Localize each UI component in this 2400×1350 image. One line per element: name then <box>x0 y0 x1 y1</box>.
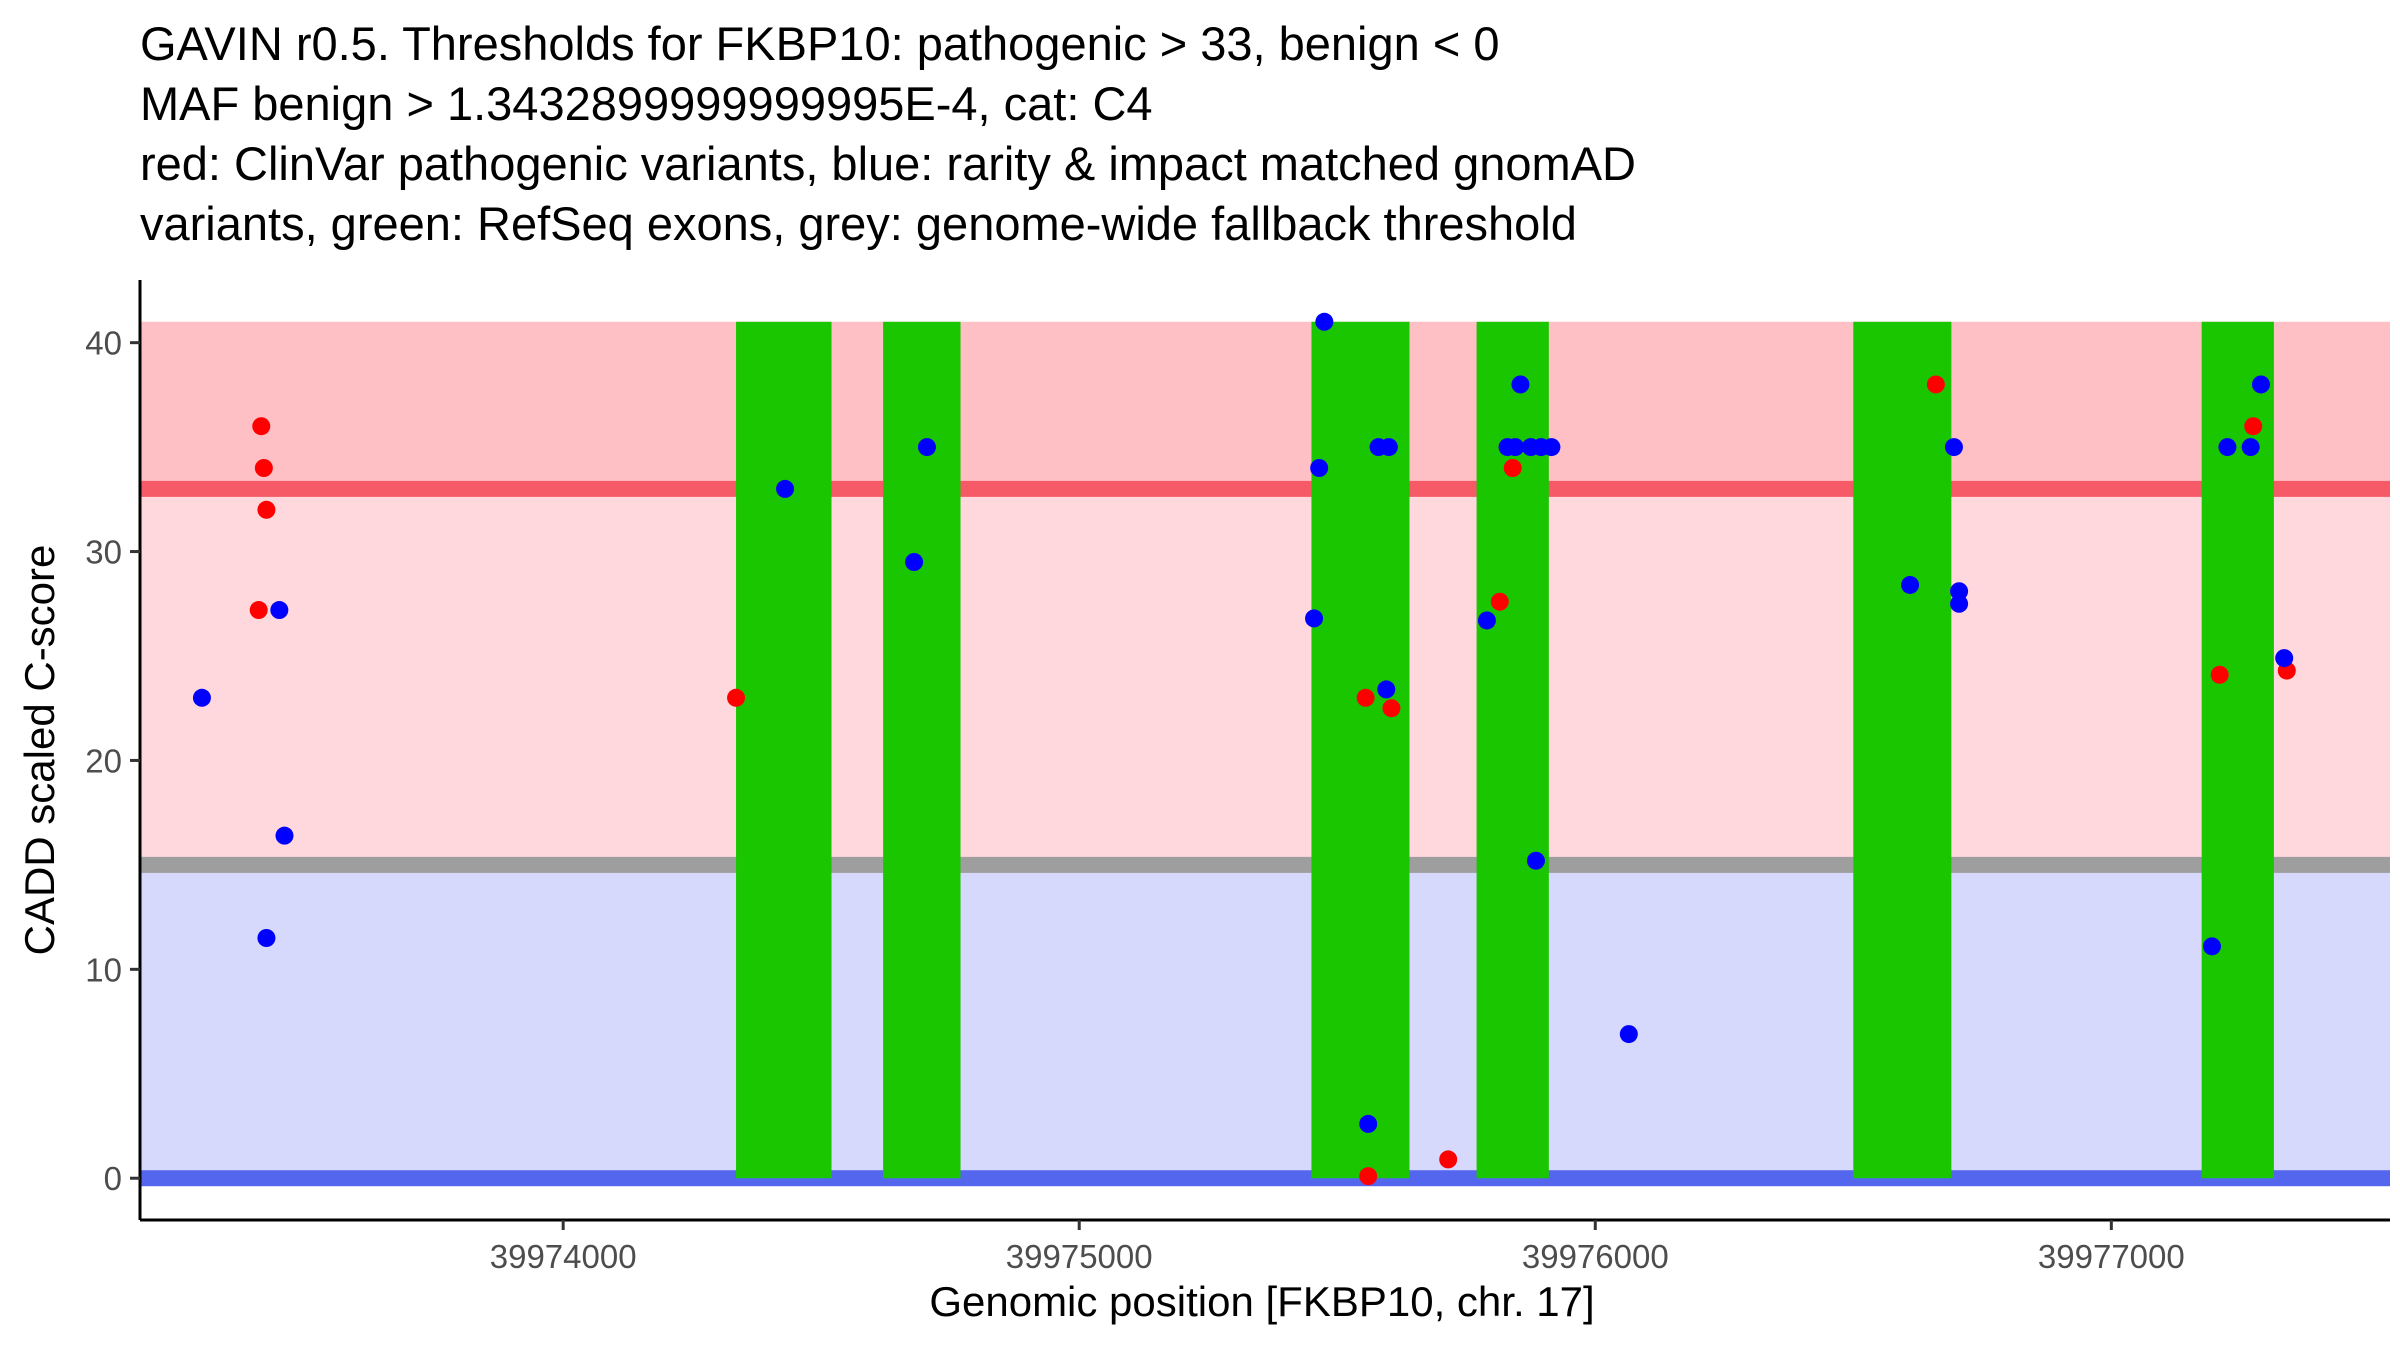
gnomad-point <box>1315 312 1334 331</box>
chart-title: GAVIN r0.5. Thresholds for FKBP10: patho… <box>140 14 2360 254</box>
title-line-4: variants, green: RefSeq exons, grey: gen… <box>140 197 1577 250</box>
gnomad-point <box>1511 375 1530 394</box>
clinvar-point <box>252 417 271 436</box>
gnomad-point <box>1379 438 1398 457</box>
pathogenic-threshold-line <box>140 480 2390 497</box>
gnomad-point <box>275 826 294 845</box>
exon-bar-5 <box>1853 321 1952 1179</box>
threshold-bands <box>140 321 2390 1187</box>
pathogenic-region <box>140 321 2390 489</box>
x-tick-label: 39977000 <box>2038 1238 2185 1275</box>
clinvar-point <box>1926 375 1945 394</box>
benign-threshold-line <box>140 1170 2390 1187</box>
clinvar-point <box>1356 688 1375 707</box>
axes: 0 10 20 30 40 39974000 39975000 39976000 3997700… <box>85 280 2390 1275</box>
gnomad-point <box>1506 438 1525 457</box>
x-axis-label: Genomic position [FKBP10, chr. 17] <box>929 1278 1594 1325</box>
x-tick-label: 39975000 <box>1006 1238 1153 1275</box>
gnomad-point <box>1950 582 1969 601</box>
clinvar-point <box>1490 592 1509 611</box>
clinvar-point <box>1382 699 1401 718</box>
y-tick-label: 0 <box>104 1160 122 1197</box>
gnomad-point <box>2218 438 2237 457</box>
fallback-pathogenic-region <box>140 488 2390 865</box>
gnomad-point <box>1310 459 1329 477</box>
data-points <box>192 312 2296 1186</box>
title-line-2: MAF benign > 1.3432899999999995E-4, cat:… <box>140 77 1153 130</box>
clinvar-point <box>1503 459 1522 477</box>
gnomad-point <box>1944 438 1963 457</box>
title-line-3: red: ClinVar pathogenic variants, blue: … <box>140 137 1636 190</box>
clinvar-point <box>257 500 276 519</box>
gnomad-point <box>1477 611 1496 630</box>
fallback-threshold-line <box>140 856 2390 873</box>
gnomad-point <box>192 688 211 707</box>
gnomad-point <box>2275 649 2294 668</box>
title-line-1: GAVIN r0.5. Thresholds for FKBP10: patho… <box>140 17 1500 70</box>
gnomad-point <box>1305 609 1324 628</box>
gnomad-point <box>1526 851 1545 870</box>
y-tick-label: 40 <box>85 325 122 362</box>
clinvar-point <box>1359 1167 1378 1186</box>
exon-bar-1 <box>736 321 832 1179</box>
gnomad-point <box>270 601 289 620</box>
clinvar-point <box>1439 1150 1458 1169</box>
y-axis-label: CADD scaled C-score <box>16 545 63 956</box>
clinvar-point <box>727 688 746 707</box>
clinvar-point <box>249 601 268 620</box>
gnomad-point <box>1901 575 1920 594</box>
benign-region <box>140 864 2390 1179</box>
gnomad-point <box>2251 375 2270 394</box>
exon-bar-2 <box>883 321 961 1179</box>
exon-bars <box>736 321 2274 1179</box>
y-tick-label: 10 <box>85 951 122 988</box>
gnomad-point <box>1542 438 1561 457</box>
gnomad-point <box>1950 594 1969 613</box>
gnomad-point <box>1377 680 1396 699</box>
gnomad-point <box>1359 1114 1378 1133</box>
gnomad-point <box>917 438 936 457</box>
x-tick-label: 39974000 <box>490 1238 637 1275</box>
gnomad-point <box>2202 937 2221 956</box>
gnomad-point <box>776 479 795 498</box>
exon-bar-3 <box>1311 321 1410 1179</box>
gnomad-point <box>2241 438 2260 457</box>
gnomad-point <box>905 553 924 571</box>
exon-bar-6 <box>2201 321 2274 1179</box>
clinvar-point <box>254 459 273 477</box>
y-tick-label: 20 <box>85 742 122 779</box>
x-tick-label: 39976000 <box>1522 1238 1669 1275</box>
gnomad-point <box>1619 1025 1638 1044</box>
gnomad-point <box>257 929 276 947</box>
clinvar-point <box>2244 417 2263 436</box>
clinvar-point <box>2210 665 2229 684</box>
y-tick-label: 30 <box>85 534 122 571</box>
